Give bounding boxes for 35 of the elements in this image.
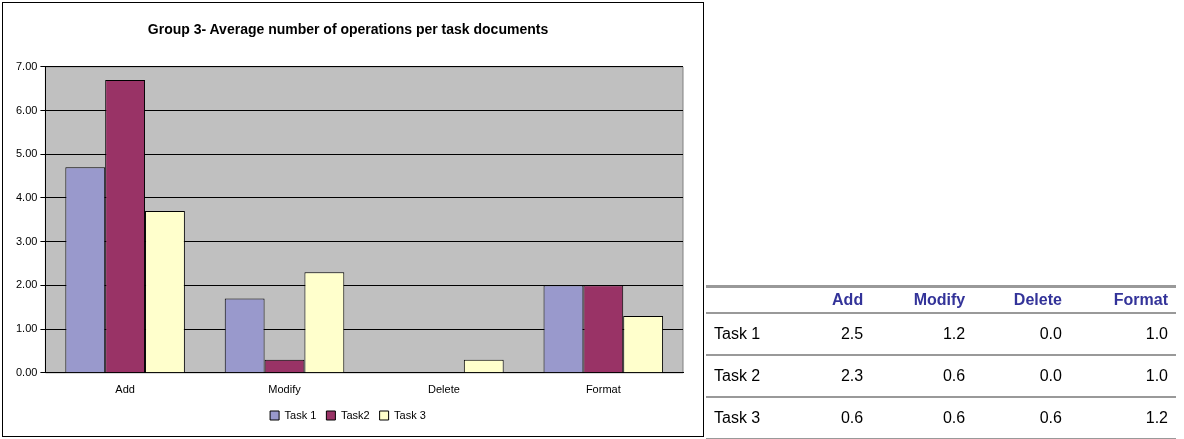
text: 0.6 [942, 409, 966, 426]
chart-title: Group 3- Average number of operations per task documents [147, 21, 549, 38]
y-tick-label: 4.00 [15, 190, 38, 203]
text: 0.6 [942, 367, 966, 384]
text: 0.0 [1039, 367, 1062, 384]
text: 2.3 [840, 367, 864, 384]
y-tick-label: 3.00 [15, 234, 38, 247]
y-tick-label: 6.00 [15, 103, 38, 116]
y-tick-label: 7.00 [15, 59, 38, 72]
y-tick-label: 5.00 [15, 147, 38, 160]
text: 2.5 [840, 325, 864, 342]
category-label: Add [800, 286, 872, 313]
text: 1.0 [1145, 325, 1168, 342]
category-label: Delete [973, 286, 1070, 313]
category-label: Task 1 [714, 325, 761, 342]
legend-label: Task 3 [394, 408, 426, 421]
text: 0.6 [840, 409, 864, 426]
text: 0.6 [1039, 409, 1062, 426]
legend-label: Task2 [340, 408, 370, 421]
x-tick-label: Add [115, 383, 135, 396]
category-label: Task 3 [714, 409, 761, 426]
x-tick-label: Delete [428, 383, 460, 396]
legend-label: Task 1 [284, 408, 317, 421]
category-label: Modify [871, 286, 974, 313]
y-tick-label: 2.00 [15, 278, 38, 291]
text: 0.0 [1039, 325, 1062, 342]
x-tick-label: Format [585, 383, 621, 396]
category-label: Task 2 [714, 367, 761, 384]
y-tick-label: 0.00 [15, 365, 38, 378]
text: 1.2 [942, 325, 966, 342]
text: 1.0 [1145, 367, 1168, 384]
text: 1.2 [1145, 409, 1168, 426]
x-tick-label: Modify [268, 383, 302, 396]
category-label: Format [1069, 286, 1176, 313]
y-tick-label: 1.00 [15, 322, 38, 335]
